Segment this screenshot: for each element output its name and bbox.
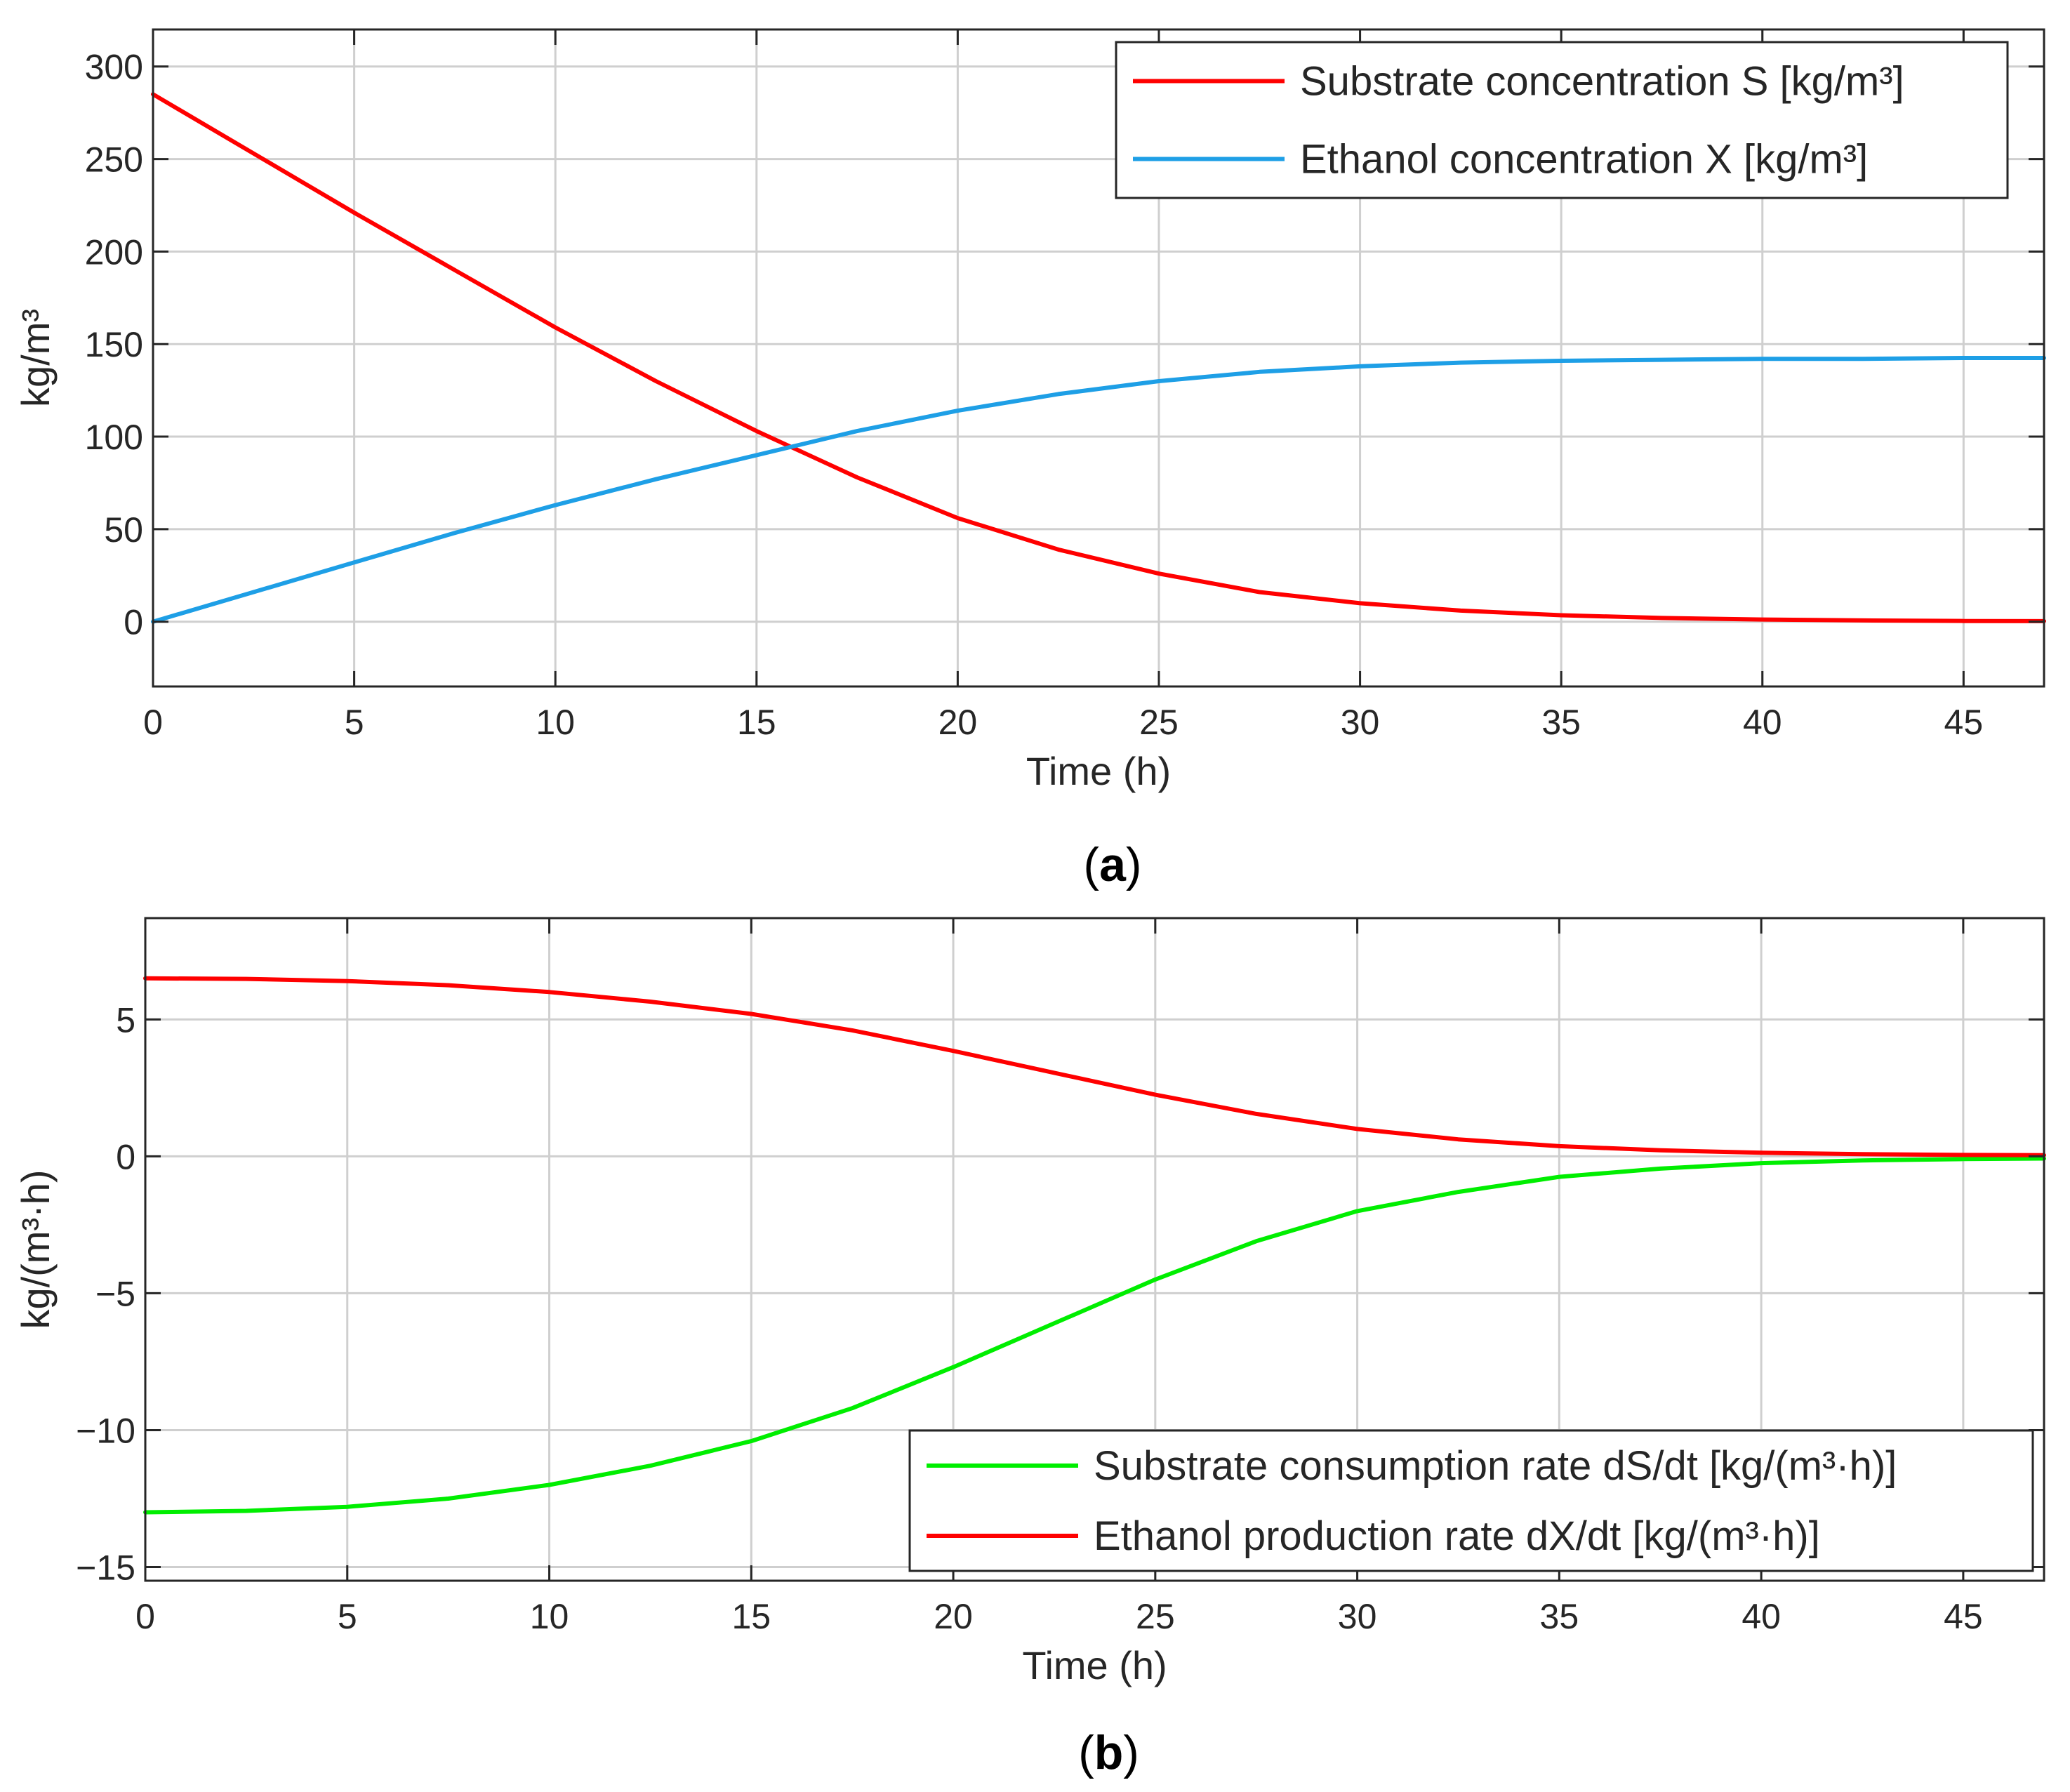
chart-a-legend: Substrate concentration S [kg/m³] Ethanol…	[1115, 41, 2009, 199]
chart-b-x-tick-label: 45	[1944, 1597, 1983, 1636]
chart-b-axes-box	[144, 917, 2045, 1582]
chart-a-y-tick-label: 100	[85, 418, 143, 457]
chart-b-legend-box	[908, 1429, 2034, 1572]
chart-a-x-tick-label: 35	[1541, 703, 1581, 742]
chart-a-x-tick-label: 5	[345, 703, 364, 742]
chart-b-y-tick-label: −5	[95, 1274, 135, 1313]
chart-b-y-axis-label: kg/(m³·h)	[13, 1169, 58, 1329]
chart-a-y-tick-label: 250	[85, 140, 143, 180]
chart-b-x-tick-label: 40	[1741, 1597, 1781, 1636]
chart-b-y-tick-label: −15	[76, 1548, 135, 1587]
chart-a-panel-label: (a)	[1083, 838, 1141, 891]
chart-a-x-tick-label: 25	[1139, 703, 1179, 742]
chart-a-y-tick-label: 200	[85, 232, 143, 272]
chart-b-y-tick-label: 5	[116, 1000, 135, 1040]
chart-b-legend-entry-1: Substrate consumption rate dS/dt [kg/(m³…	[1094, 1443, 1897, 1489]
chart-b-series-line-1	[143, 1156, 2046, 1515]
chart-b-x-tick-label: 35	[1540, 1597, 1579, 1636]
chart-a-legend-entry-2: Ethanol concentration X [kg/m³]	[1300, 137, 1868, 182]
chart-a-y-tick-label: 300	[85, 48, 143, 87]
chart-panel-a: 0 5 10 15 20 25 30 35 40 45 0 50 100 150 200 250 300 Time…	[13, 28, 2046, 891]
chart-b-x-tick-label: 5	[338, 1597, 357, 1636]
chart-b-series-line-2	[143, 976, 2046, 1157]
chart-a-series-line-1	[151, 92, 2046, 623]
chart-a-series-line-2	[151, 356, 2046, 624]
chart-a-x-axis-label: Time (h)	[1026, 749, 1171, 793]
chart-a-x-tick-label: 20	[938, 703, 978, 742]
chart-b-x-tick-label: 30	[1338, 1597, 1377, 1636]
chart-a-x-tick-label: 30	[1341, 703, 1380, 742]
chart-b-x-tick-label: 20	[934, 1597, 973, 1636]
chart-a-x-tick-label: 40	[1743, 703, 1782, 742]
chart-b-x-tick-label: 25	[1136, 1597, 1175, 1636]
chart-a-y-tick-label: 0	[124, 603, 143, 642]
chart-b-panel-label: (b)	[1078, 1726, 1139, 1779]
chart-b-x-tick-label: 0	[135, 1597, 155, 1636]
chart-a-legend-entry-1: Substrate concentration S [kg/m³]	[1300, 59, 1904, 105]
chart-a-legend-box	[1115, 41, 2009, 199]
chart-a-x-tick-label: 10	[536, 703, 575, 742]
chart-b-legend: Substrate consumption rate dS/dt [kg/(m³…	[908, 1429, 2034, 1572]
chart-a-x-tick-label: 45	[1944, 703, 1984, 742]
chart-a-y-axis-label: kg/m³	[13, 309, 58, 407]
chart-a-axes-box	[152, 28, 2045, 688]
chart-b-x-axis-label: Time (h)	[1022, 1643, 1167, 1687]
chart-b-x-tick-label: 10	[530, 1597, 569, 1636]
chart-b-legend-entry-2: Ethanol production rate dX/dt [kg/(m³·h)…	[1094, 1513, 1820, 1559]
chart-b-x-tick-label: 15	[731, 1597, 771, 1636]
chart-b-y-tick-label: 0	[116, 1137, 135, 1176]
chart-a-y-tick-label: 150	[85, 325, 143, 364]
chart-a-x-tick-label: 15	[737, 703, 776, 742]
chart-a-x-tick-label: 0	[143, 703, 163, 742]
chart-b-y-tick-label: −10	[76, 1411, 135, 1450]
chart-a-y-tick-label: 50	[104, 510, 143, 550]
